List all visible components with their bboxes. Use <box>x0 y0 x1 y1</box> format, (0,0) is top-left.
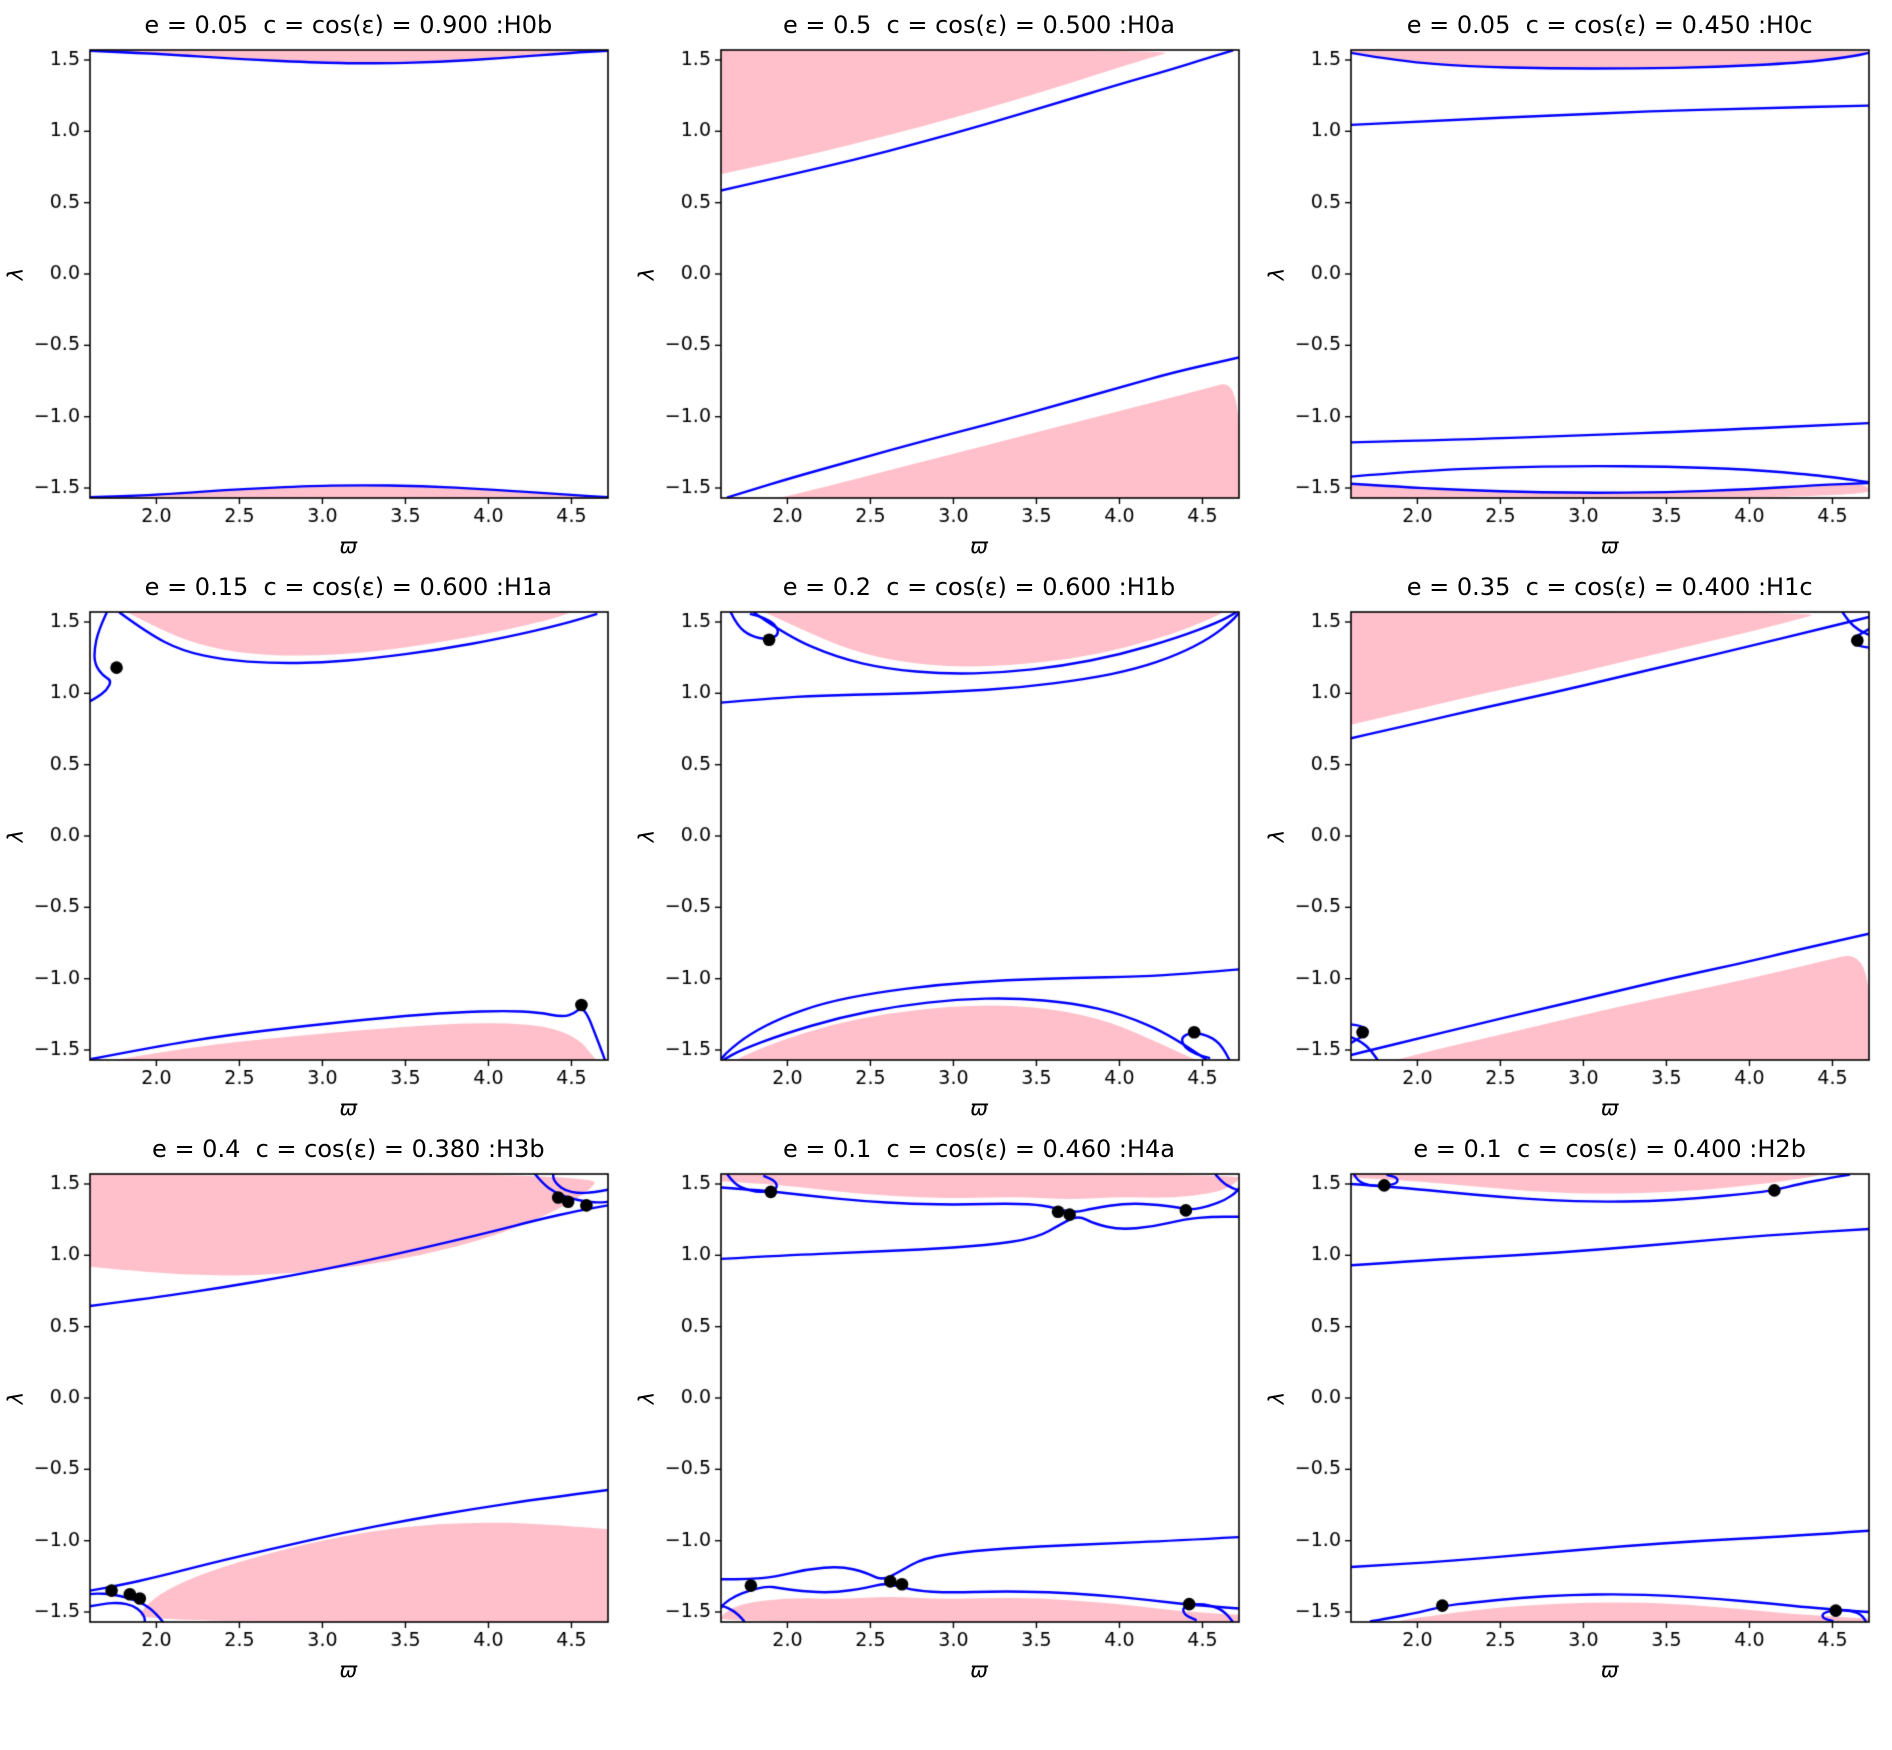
subplot-h1c: e = 0.35 c = cos(ε) = 0.400 :H1c λ ϖ <box>1261 562 1892 1124</box>
figure-grid: e = 0.05 c = cos(ε) = 0.900 :H0b λ ϖ e =… <box>0 0 1892 1686</box>
y-axis-label: λ <box>4 267 28 281</box>
subplot-h0a: e = 0.5 c = cos(ε) = 0.500 :H0a λ ϖ <box>631 0 1262 562</box>
x-axis-label: ϖ <box>339 1658 358 1682</box>
y-axis-label: λ <box>1265 1391 1290 1405</box>
plot-canvas-h0c <box>1289 42 1880 542</box>
subplot-h1b: e = 0.2 c = cos(ε) = 0.600 :H1b λ ϖ <box>631 562 1262 1124</box>
subplot-title: e = 0.4 c = cos(ε) = 0.380 :H3b <box>152 1135 545 1163</box>
plot-canvas-h3b <box>28 1166 618 1666</box>
x-axis-label: ϖ <box>970 1658 988 1682</box>
plot-canvas-h0a <box>658 42 1249 542</box>
y-axis-label: λ <box>634 267 659 281</box>
y-axis-label: λ <box>1265 829 1290 843</box>
subplot-title: e = 0.1 c = cos(ε) = 0.460 :H4a <box>782 1135 1175 1163</box>
x-axis-label: ϖ <box>1600 1658 1619 1682</box>
subplot-title: e = 0.5 c = cos(ε) = 0.500 :H0a <box>782 11 1175 39</box>
subplot-title: e = 0.05 c = cos(ε) = 0.450 :H0c <box>1406 11 1813 39</box>
y-axis-label: λ <box>634 1391 659 1405</box>
subplot-title: e = 0.05 c = cos(ε) = 0.900 :H0b <box>144 11 553 39</box>
subplot-h4a: e = 0.1 c = cos(ε) = 0.460 :H4a λ ϖ <box>631 1124 1262 1686</box>
plot-canvas-h1c <box>1289 604 1880 1104</box>
x-axis-label: ϖ <box>339 1096 358 1120</box>
subplot-h3b: e = 0.4 c = cos(ε) = 0.380 :H3b λ ϖ <box>0 1124 631 1686</box>
plot-canvas-h2b <box>1289 1166 1880 1666</box>
y-axis-label: λ <box>4 1391 28 1405</box>
y-axis-label: λ <box>634 829 659 843</box>
subplot-h0b: e = 0.05 c = cos(ε) = 0.900 :H0b λ ϖ <box>0 0 631 562</box>
x-axis-label: ϖ <box>970 1096 988 1120</box>
x-axis-label: ϖ <box>1600 1096 1619 1120</box>
subplot-h0c: e = 0.05 c = cos(ε) = 0.450 :H0c λ ϖ <box>1261 0 1892 562</box>
y-axis-label: λ <box>4 829 28 843</box>
x-axis-label: ϖ <box>1600 534 1619 558</box>
subplot-title: e = 0.1 c = cos(ε) = 0.400 :H2b <box>1413 1135 1806 1163</box>
y-axis-label: λ <box>1265 267 1290 281</box>
x-axis-label: ϖ <box>339 534 358 558</box>
subplot-h2b: e = 0.1 c = cos(ε) = 0.400 :H2b λ ϖ <box>1261 1124 1892 1686</box>
subplot-title: e = 0.15 c = cos(ε) = 0.600 :H1a <box>144 573 552 601</box>
subplot-title: e = 0.35 c = cos(ε) = 0.400 :H1c <box>1406 573 1813 601</box>
plot-canvas-h4a <box>658 1166 1249 1666</box>
x-axis-label: ϖ <box>970 534 988 558</box>
plot-canvas-h0b <box>28 42 618 542</box>
subplot-h1a: e = 0.15 c = cos(ε) = 0.600 :H1a λ ϖ <box>0 562 631 1124</box>
subplot-title: e = 0.2 c = cos(ε) = 0.600 :H1b <box>782 573 1176 601</box>
plot-canvas-h1a <box>28 604 618 1104</box>
plot-canvas-h1b <box>658 604 1249 1104</box>
